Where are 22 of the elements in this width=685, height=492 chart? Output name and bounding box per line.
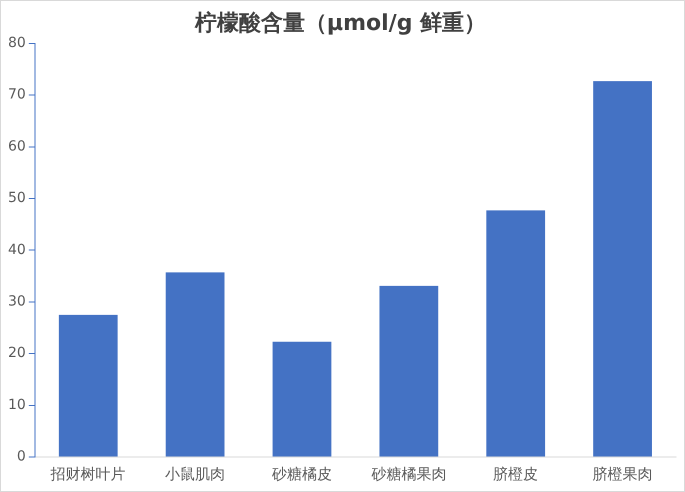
bar [593,81,652,456]
x-tick-label: 招财树叶片 [50,464,126,483]
y-tick-label: 60 [8,138,26,154]
y-tick-label: 0 [16,448,26,465]
x-tick-label: 小鼠肌肉 [165,464,226,483]
y-tick-label: 20 [8,345,26,362]
y-tick-label: 50 [8,190,26,206]
bar [166,272,224,456]
bar [272,342,332,456]
x-tick-label: 脐橙皮 [493,464,538,483]
x-tick-label: 砂糖橘果肉 [370,464,446,483]
bar [58,314,118,456]
y-tick-label: 40 [8,242,26,258]
chart-title: 柠檬酸含量（μmol/g 鲜重） [194,10,486,36]
y-tick-label: 80 [8,35,26,52]
bar [379,286,438,456]
y-tick-label: 10 [8,396,26,413]
bar [486,210,546,456]
y-tick-label: 30 [8,294,26,310]
x-tick-label: 脐橙果肉 [592,464,653,483]
x-tick-label: 砂糖橘皮 [270,464,332,483]
y-tick-label: 70 [8,86,26,103]
